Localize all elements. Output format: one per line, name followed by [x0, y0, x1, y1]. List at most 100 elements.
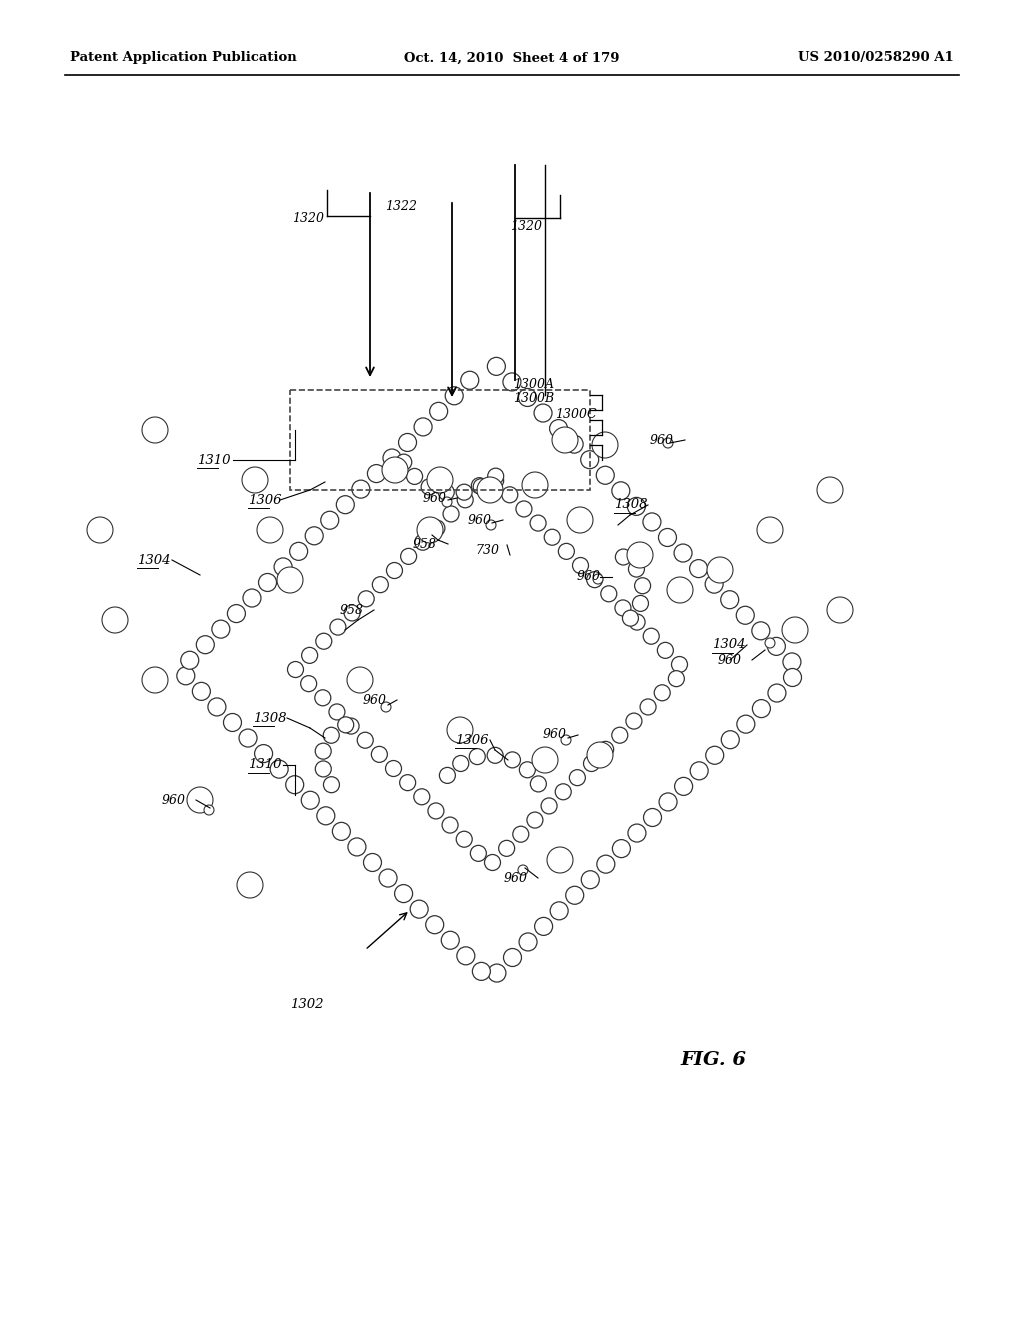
- Circle shape: [102, 607, 128, 634]
- Circle shape: [472, 962, 490, 981]
- Circle shape: [593, 574, 603, 583]
- Circle shape: [626, 713, 642, 729]
- Circle shape: [667, 577, 693, 603]
- Circle shape: [338, 717, 353, 733]
- Circle shape: [473, 479, 489, 495]
- Circle shape: [329, 704, 345, 719]
- Circle shape: [417, 517, 443, 543]
- Circle shape: [752, 622, 770, 640]
- Circle shape: [505, 752, 520, 768]
- Circle shape: [643, 808, 662, 826]
- Text: 1300B: 1300B: [513, 392, 554, 405]
- Circle shape: [395, 454, 412, 470]
- Text: 1306: 1306: [455, 734, 488, 747]
- Circle shape: [438, 484, 455, 500]
- Circle shape: [257, 517, 283, 543]
- Circle shape: [544, 529, 560, 545]
- Circle shape: [484, 854, 501, 870]
- Circle shape: [486, 520, 496, 531]
- Circle shape: [635, 578, 650, 594]
- Circle shape: [519, 933, 537, 950]
- Circle shape: [572, 557, 589, 573]
- Circle shape: [504, 949, 521, 966]
- Circle shape: [690, 762, 709, 780]
- Text: 1322: 1322: [385, 201, 417, 214]
- Circle shape: [400, 548, 417, 565]
- Circle shape: [381, 702, 391, 711]
- Circle shape: [456, 484, 472, 500]
- Circle shape: [555, 784, 571, 800]
- Circle shape: [516, 502, 531, 517]
- Circle shape: [627, 543, 653, 568]
- Circle shape: [561, 735, 571, 744]
- Circle shape: [658, 528, 677, 546]
- Circle shape: [315, 760, 332, 777]
- Circle shape: [628, 498, 645, 515]
- Circle shape: [414, 418, 432, 436]
- Circle shape: [674, 544, 692, 562]
- Circle shape: [598, 742, 613, 758]
- Circle shape: [550, 420, 567, 438]
- Circle shape: [581, 450, 599, 469]
- Circle shape: [368, 465, 385, 483]
- Text: 1310: 1310: [248, 759, 282, 771]
- Circle shape: [453, 755, 469, 771]
- Circle shape: [592, 432, 618, 458]
- Circle shape: [336, 496, 354, 513]
- Circle shape: [601, 586, 616, 602]
- Circle shape: [181, 651, 199, 669]
- Circle shape: [288, 661, 303, 677]
- Circle shape: [736, 606, 755, 624]
- Circle shape: [439, 767, 456, 783]
- Circle shape: [470, 845, 486, 862]
- Circle shape: [187, 787, 213, 813]
- Circle shape: [530, 515, 546, 531]
- Circle shape: [457, 946, 475, 965]
- Circle shape: [457, 492, 473, 508]
- Circle shape: [429, 520, 444, 536]
- Circle shape: [316, 807, 335, 825]
- Circle shape: [587, 742, 613, 768]
- Circle shape: [767, 638, 785, 655]
- Circle shape: [753, 700, 770, 718]
- Circle shape: [827, 597, 853, 623]
- Circle shape: [372, 746, 387, 763]
- Circle shape: [352, 480, 370, 498]
- Circle shape: [242, 467, 268, 492]
- Circle shape: [737, 715, 755, 733]
- Circle shape: [469, 748, 485, 764]
- Circle shape: [527, 812, 543, 828]
- Circle shape: [552, 426, 578, 453]
- Text: 960: 960: [162, 793, 186, 807]
- Circle shape: [707, 557, 733, 583]
- Circle shape: [348, 838, 366, 855]
- Text: 958: 958: [413, 537, 437, 550]
- Text: 1302: 1302: [290, 998, 324, 1011]
- Circle shape: [442, 498, 452, 507]
- Circle shape: [721, 591, 738, 609]
- Circle shape: [314, 690, 331, 706]
- Circle shape: [290, 543, 307, 561]
- Text: 1304: 1304: [137, 553, 171, 566]
- Circle shape: [628, 824, 646, 842]
- Circle shape: [477, 477, 503, 503]
- Circle shape: [461, 371, 479, 389]
- Circle shape: [302, 647, 317, 664]
- Circle shape: [177, 667, 195, 685]
- Circle shape: [358, 591, 374, 607]
- Circle shape: [227, 605, 246, 623]
- Text: 1320: 1320: [292, 211, 324, 224]
- Circle shape: [611, 482, 630, 500]
- Circle shape: [197, 636, 214, 653]
- Text: 960: 960: [504, 871, 528, 884]
- Circle shape: [817, 477, 843, 503]
- Circle shape: [315, 634, 332, 649]
- Circle shape: [394, 884, 413, 903]
- Circle shape: [672, 656, 687, 672]
- Circle shape: [204, 805, 214, 814]
- Circle shape: [398, 433, 417, 451]
- Circle shape: [783, 653, 801, 671]
- Circle shape: [258, 573, 276, 591]
- Circle shape: [541, 797, 557, 814]
- Circle shape: [382, 457, 408, 483]
